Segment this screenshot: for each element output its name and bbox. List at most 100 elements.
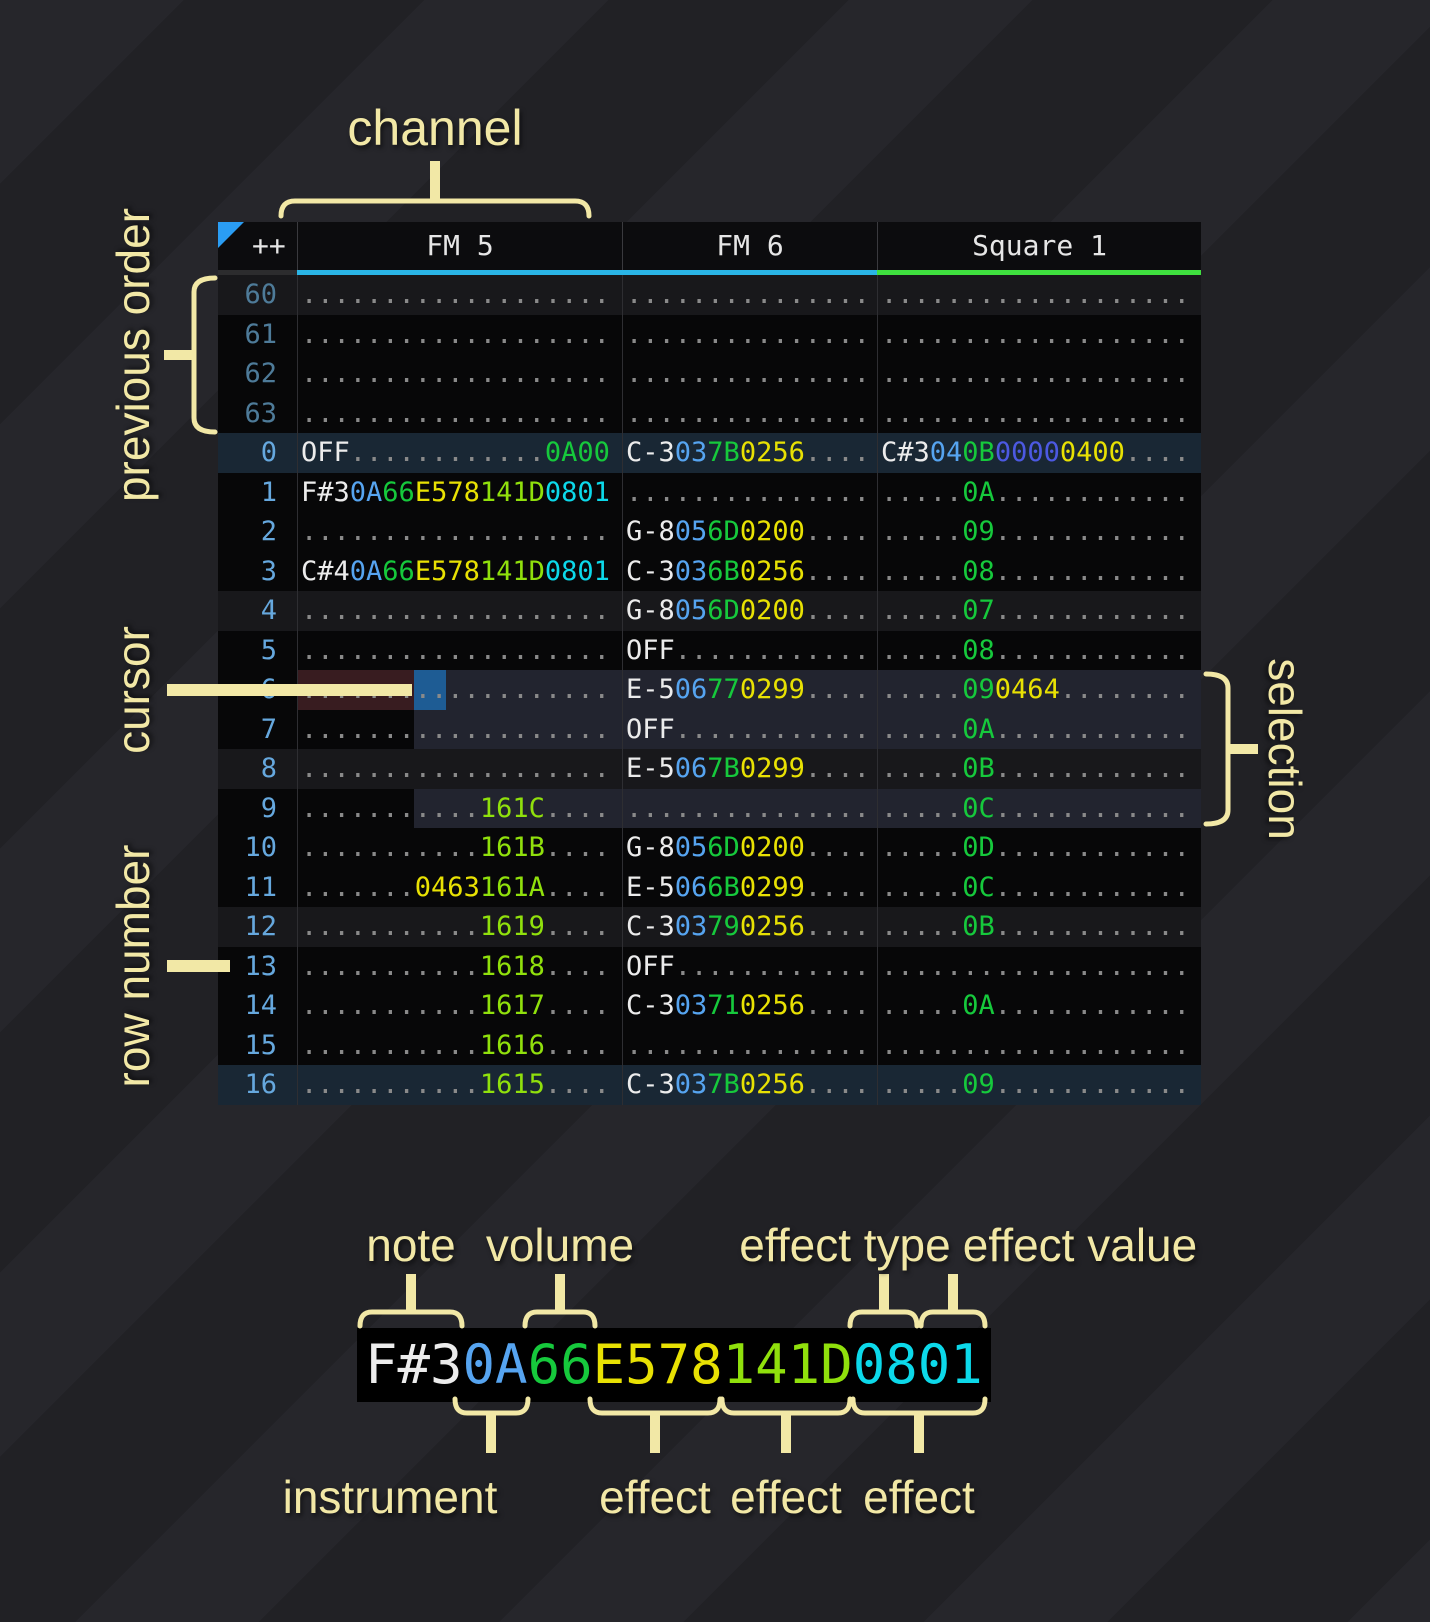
pattern-cell[interactable]: .......0463161A.... [297,867,622,907]
pattern-row-62: 62......................................… [218,354,1201,394]
pattern-cell[interactable]: .....07............ [877,591,1201,631]
blank-field: .... [804,753,870,784]
pattern-field: C-3 [626,911,675,942]
pattern-cell[interactable]: ................... [297,354,622,394]
pattern-cell[interactable]: ...........1618.... [297,946,622,986]
pattern-field: 0A [349,555,383,587]
pattern-cell[interactable]: .....0C............ [877,788,1201,828]
pattern-cell[interactable]: .....0B............ [877,907,1201,947]
pattern-cell[interactable]: ................... [877,946,1201,986]
pattern-cell[interactable]: ............... [622,393,877,433]
pattern-cell[interactable]: .....0A............ [877,986,1201,1026]
pattern-cell[interactable]: ................... [297,749,622,789]
blank-field: ........... [301,911,480,942]
pattern-cell[interactable]: ...........1619.... [297,907,622,947]
pattern-cell[interactable]: ...........1616.... [297,1025,622,1065]
row-number: 62 [244,358,277,389]
corner-cell[interactable]: ++ [218,222,297,270]
pattern-cell[interactable]: ................... [297,314,622,354]
pattern-cell[interactable]: G-8056D0200.... [622,828,877,868]
pattern-cell[interactable]: ................... [297,393,622,433]
blank-field: ................... [301,713,610,745]
pattern-field: 0801 [544,555,610,587]
pattern-cell[interactable]: ................... [297,591,622,631]
pattern-cell[interactable]: C-3037B0256.... [622,1065,877,1105]
pattern-field: 0801 [852,1333,983,1396]
channel-header-fm-5[interactable]: FM 5 [297,222,622,270]
pattern-cell[interactable]: ............... [622,788,877,828]
blank-field: .... [804,1069,870,1100]
pattern-row-4: 4................... G-8056D0200.........… [218,591,1201,631]
pattern-cell[interactable]: .....09............ [877,1065,1201,1105]
pattern-field: 05 [674,832,708,863]
pattern-cell[interactable]: ................... [297,670,622,710]
pattern-cell[interactable]: ...........1615.... [297,1065,622,1105]
pattern-field: 0256 [739,555,805,587]
pattern-cell[interactable]: ............... [622,472,877,512]
pattern-table: ++ FM 5 FM 6 Square 1 60..................… [218,222,1201,1105]
pattern-cell[interactable]: ................... [297,630,622,670]
pattern-cell[interactable]: ............... [622,354,877,394]
cursor-label: cursor [107,626,159,754]
note-label: note [366,1219,456,1271]
pattern-cell[interactable]: .....08............ [877,551,1201,591]
blank-field: ................... [301,595,610,626]
blank-field: ................... [301,397,610,429]
pattern-cursor[interactable] [413,670,447,710]
pattern-field: F#3 [301,476,350,508]
pattern-cell[interactable]: ............... [622,314,877,354]
pattern-cell[interactable]: ................... [877,393,1201,433]
pattern-cell[interactable]: OFF............ [622,946,877,986]
pattern-cell[interactable]: .....0C............ [877,867,1201,907]
pattern-cell[interactable]: OFF............ [622,709,877,749]
pattern-cell[interactable]: .....08............ [877,630,1201,670]
pattern-cell[interactable]: .....0B............ [877,749,1201,789]
pattern-cell[interactable]: E-5066B0299.... [622,867,877,907]
pattern-cell[interactable]: ................... [877,354,1201,394]
instrument-label: instrument [282,1471,498,1523]
pattern-cell[interactable]: ................... [297,275,622,315]
pattern-cell[interactable]: C-3037B0256.... [622,433,877,473]
pattern-cell[interactable]: ............... [622,1025,877,1065]
pattern-cell[interactable]: .....090464........ [877,670,1201,710]
pattern-cell[interactable]: F#30A66E578141D0801 [297,472,622,512]
pattern-cell[interactable]: E-5067B0299.... [622,749,877,789]
pattern-cell[interactable]: ...........1617.... [297,986,622,1026]
pattern-cell[interactable]: ................... [877,314,1201,354]
pattern-cell[interactable]: .....0D............ [877,828,1201,868]
pattern-cell[interactable]: ...........161B.... [297,828,622,868]
pattern-cell[interactable]: C-303710256.... [622,986,877,1026]
pattern-field: E578 [414,555,480,587]
pattern-cell[interactable]: C#3040B00000400.... [877,433,1201,473]
pattern-cell[interactable]: G-8056D0200.... [622,591,877,631]
pattern-cell[interactable]: G-8056D0200.... [622,512,877,552]
pattern-cell[interactable]: .....0A............ [877,709,1201,749]
pattern-field: 1619 [479,911,545,942]
pattern-row-15: 15 ...........1616.......................… [218,1025,1201,1065]
channel-header-square-1[interactable]: Square 1 [877,222,1201,270]
pattern-cell[interactable]: .....09............ [877,512,1201,552]
pattern-cell[interactable]: ................... [297,512,622,552]
pattern-cell[interactable]: OFF............ [622,630,877,670]
channel-header-fm-6[interactable]: FM 6 [622,222,877,270]
pattern-cell[interactable]: E-506770299.... [622,670,877,710]
pattern-cell[interactable]: ............... [622,275,877,315]
pattern-cell[interactable]: C#40A66E578141D0801 [297,551,622,591]
pattern-field: 66 [382,555,415,587]
pattern-cell[interactable]: OFF............0A00 [297,433,622,473]
pattern-field: 0256 [739,437,805,468]
pattern-row-61: 61......................................… [218,314,1201,354]
pattern-cell[interactable]: C-3036B0256.... [622,551,877,591]
pattern-cell[interactable]: ................... [877,1025,1201,1065]
pattern-row-16: 16 ...........1615.... C-3037B0256........… [218,1065,1201,1105]
pattern-cell[interactable]: C-303790256.... [622,907,877,947]
pattern-cell[interactable]: ................... [297,709,622,749]
pattern-field: E-5 [626,674,675,705]
pattern-cell[interactable]: ...........161C.... [297,788,622,828]
pattern-cell[interactable]: ................... [877,275,1201,315]
blank-field: ............ [994,555,1190,587]
blank-field: .... [804,516,870,547]
pattern-field: 7B [707,1069,740,1100]
pattern-cell[interactable]: .....0A............ [877,472,1201,512]
row-number: 11 [244,871,277,903]
